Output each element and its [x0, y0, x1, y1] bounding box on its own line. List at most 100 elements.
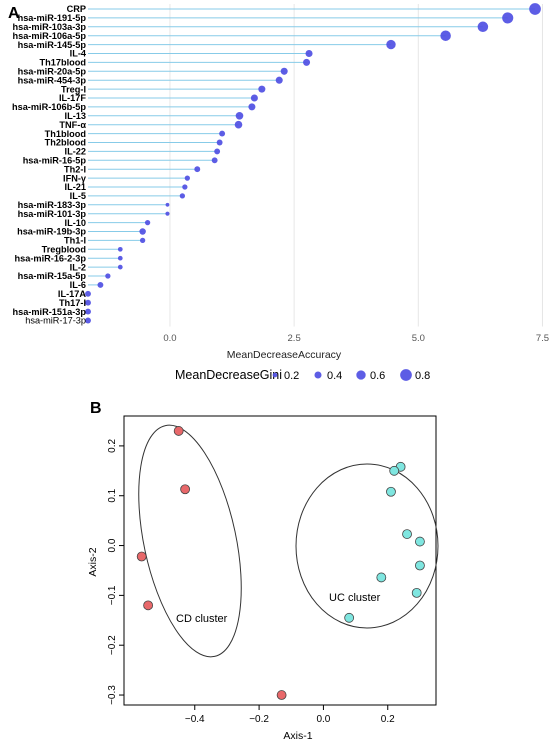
- point-s1-8: [344, 612, 355, 623]
- point-22: [165, 202, 170, 207]
- category-label-7: hsa-miR-20a-5p: [18, 67, 87, 77]
- point-5: [305, 49, 313, 58]
- x-tick-label-0: −0.4: [185, 714, 205, 725]
- category-label-8: hsa-miR-454-3p: [18, 75, 87, 85]
- category-label-15: Th2blood: [45, 138, 86, 148]
- category-label-13: TNF-α: [59, 120, 86, 130]
- cd-cluster-label: CD cluster: [176, 613, 228, 625]
- y-tick-label-0: −0.3: [107, 685, 118, 705]
- category-label-3: hsa-miR-106a-5p: [12, 31, 86, 41]
- category-label-34: hsa-miR-151a-3p: [12, 307, 86, 317]
- point-26: [139, 237, 146, 244]
- x-tick-label-2: 0.0: [316, 714, 330, 725]
- category-label-25: hsa-miR-19b-3p: [17, 227, 86, 237]
- category-label-24: IL-10: [65, 218, 86, 228]
- point-27: [117, 246, 123, 252]
- point-0: [529, 3, 541, 15]
- category-label-18: Th2-I: [64, 164, 86, 174]
- category-label-32: IL-17A: [58, 289, 86, 299]
- category-label-1: hsa-miR-191-5p: [18, 13, 87, 23]
- category-label-4: hsa-miR-145-5p: [18, 40, 87, 50]
- y-tick-label-1: −0.2: [107, 635, 118, 655]
- x-tick-label-1: −0.2: [249, 714, 269, 725]
- point-6: [303, 58, 311, 66]
- point-35: [85, 317, 91, 324]
- size-legend-key-3: [400, 369, 412, 381]
- panel-b-plot-frame: [123, 415, 437, 706]
- point-13: [234, 120, 243, 129]
- point-16: [214, 148, 221, 155]
- point-21: [179, 193, 186, 199]
- point-s0-3: [143, 600, 154, 611]
- category-label-33: Th17-I: [59, 298, 86, 308]
- y-tick-label-4: 0.1: [107, 488, 118, 502]
- point-3: [440, 30, 451, 41]
- category-label-35: hsa-miR-17-3p: [25, 316, 86, 326]
- cd-cluster-ellipse: [138, 424, 242, 658]
- size-legend-key-0: [272, 372, 278, 378]
- category-label-30: hsa-miR-15a-5p: [18, 271, 87, 281]
- category-label-28: hsa-miR-16-2-3p: [15, 253, 87, 263]
- category-label-12: IL-13: [65, 111, 86, 121]
- category-label-9: Treg-I: [61, 84, 86, 94]
- category-label-6: Th17blood: [40, 58, 86, 68]
- panel-a-category-labels: CRPhsa-miR-191-5phsa-miR-103a-3phsa-miR-…: [12, 4, 87, 326]
- category-label-19: IFN-γ: [63, 173, 87, 183]
- category-label-5: IL-4: [70, 49, 87, 59]
- point-20: [182, 184, 188, 190]
- panel-label-a: A: [8, 5, 20, 22]
- point-10: [250, 94, 258, 102]
- point-s1-5: [415, 560, 425, 571]
- category-label-10: IL-17F: [59, 93, 86, 103]
- size-legend: MeanDecreaseGini 0.2 0.4 0.6 0.8: [175, 368, 430, 382]
- panel-a-x-axis-title: MeanDecreaseAccuracy: [227, 349, 342, 361]
- panel-a-gridlines: [169, 4, 543, 327]
- point-23: [165, 211, 170, 216]
- point-28: [117, 255, 123, 261]
- point-s1-6: [376, 572, 387, 583]
- category-label-23: hsa-miR-101-3p: [18, 209, 87, 219]
- category-label-31: IL-6: [70, 280, 86, 290]
- x-tick-label-1: 2.5: [288, 333, 301, 344]
- uc-cluster-ellipse: [295, 463, 439, 629]
- category-label-26: Th1-I: [64, 236, 86, 246]
- point-8: [275, 76, 283, 84]
- point-19: [184, 175, 190, 181]
- size-legend-label-3: 0.8: [415, 370, 430, 382]
- panel-b-ticks: −0.4 −0.2 0.0 0.2 −0.3 −0.2 −0.1 0.0 0.1 0.2: [107, 439, 395, 725]
- point-2: [477, 21, 489, 33]
- point-12: [235, 111, 244, 120]
- size-legend-label-1: 0.4: [327, 370, 342, 382]
- panel-a-points: [85, 3, 541, 324]
- point-1: [502, 12, 514, 24]
- y-tick-label-3: 0.0: [107, 538, 118, 552]
- point-s0-2: [136, 551, 147, 562]
- category-label-17: hsa-miR-16-5p: [23, 156, 87, 166]
- category-label-2: hsa-miR-103a-3p: [12, 22, 86, 32]
- category-label-16: IL-22: [65, 147, 86, 157]
- size-legend-key-1: [314, 371, 322, 379]
- panel-b-y-axis-title: Axis-2: [87, 547, 99, 576]
- point-4: [386, 39, 396, 50]
- x-tick-label-2: 5.0: [412, 333, 425, 344]
- x-tick-label-3: 0.2: [381, 714, 395, 725]
- panel-a-x-ticks: 0.0 2.5 5.0 7.5: [163, 333, 549, 344]
- point-s0-1: [180, 484, 191, 495]
- uc-cluster-label: UC cluster: [329, 592, 381, 604]
- size-legend-key-2: [356, 370, 366, 380]
- category-label-0: CRP: [67, 4, 86, 14]
- x-tick-label-0: 0.0: [163, 333, 176, 344]
- panel-label-b: B: [90, 400, 102, 417]
- x-tick-label-3: 7.5: [536, 333, 549, 344]
- point-31: [97, 281, 104, 288]
- y-tick-label-2: −0.1: [107, 585, 118, 605]
- point-11: [248, 103, 256, 111]
- size-legend-label-2: 0.6: [370, 370, 385, 382]
- category-label-27: Tregblood: [42, 245, 86, 255]
- category-label-14: Th1blood: [45, 129, 86, 139]
- point-17: [211, 157, 218, 164]
- point-15: [216, 139, 223, 146]
- point-18: [194, 166, 201, 173]
- point-9: [258, 85, 266, 93]
- panel-a-stems: [88, 8, 536, 286]
